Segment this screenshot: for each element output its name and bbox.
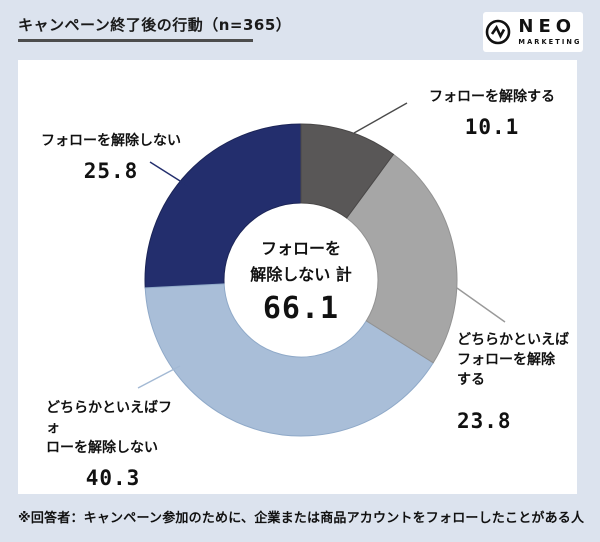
callout-somewhat-unfollow-label-1: どちらかといえば [457,332,569,348]
pulse-wave-icon [486,19,511,45]
logo-text: NEO MARKETING [518,18,581,46]
logo-subtitle: MARKETING [518,38,582,47]
donut-svg [137,102,506,437]
neo-marketing-logo: NEO MARKETING [483,12,583,52]
donut-segment-3 [144,123,302,289]
callout-unfollow-label: フォローを解除する [429,89,555,105]
chart-panel: フォローを解除する 10.1 フォローを解除しない 25.8 どちらかといえばフ… [18,60,577,494]
callout-somewhat-keep-value: 40.3 [85,465,141,490]
page-title: キャンペーン終了後の行動（n=365） [18,16,292,34]
callout-somewhat-unfollow-label-2: フォローを解除 [457,351,555,368]
logo-name: NEO [518,16,577,38]
center-total-label-1: フォローを [260,239,341,258]
leader-line-somewhat-keep [137,365,181,389]
callout-somewhat-unfollow-value: 23.8 [457,408,512,433]
leader-line-somewhat-unfollow [456,287,506,323]
callout-somewhat-keep-label-2: ローを解除しない [46,439,158,456]
title-underline [18,39,253,42]
callout-somewhat-unfollow-label-3: する [457,371,485,388]
callout-somewhat-unfollow: どちらかといえば フォローを解除 する 23.8 [457,331,587,436]
leader-line-unfollow [353,102,408,134]
donut-center-total: フォローを 解除しない 計 66.1 [211,236,391,327]
callout-somewhat-keep: どちらかといえばフォ ローを解除しない 40.3 [46,399,180,493]
donut-segment-1 [345,153,458,364]
callout-keep-value: 25.8 [83,158,139,183]
donut-segment-2 [144,283,434,437]
callout-unfollow: フォローを解除する 10.1 [392,88,592,143]
callout-keep: フォローを解除しない 25.8 [28,132,194,187]
callout-unfollow-value: 10.1 [464,114,520,139]
center-total-label-2: 解除しない 計 [250,265,352,285]
donut-segment-0 [300,123,395,219]
callout-keep-label: フォローを解除しない [41,133,181,149]
leader-line-keep [149,161,189,187]
center-total-value: 66.1 [262,290,340,326]
callout-somewhat-keep-label-1: どちらかといえばフォ [46,400,172,436]
footnote: ※回答者：キャンペーン参加のために、企業または商品アカウントをフォローしたことが… [18,511,585,526]
